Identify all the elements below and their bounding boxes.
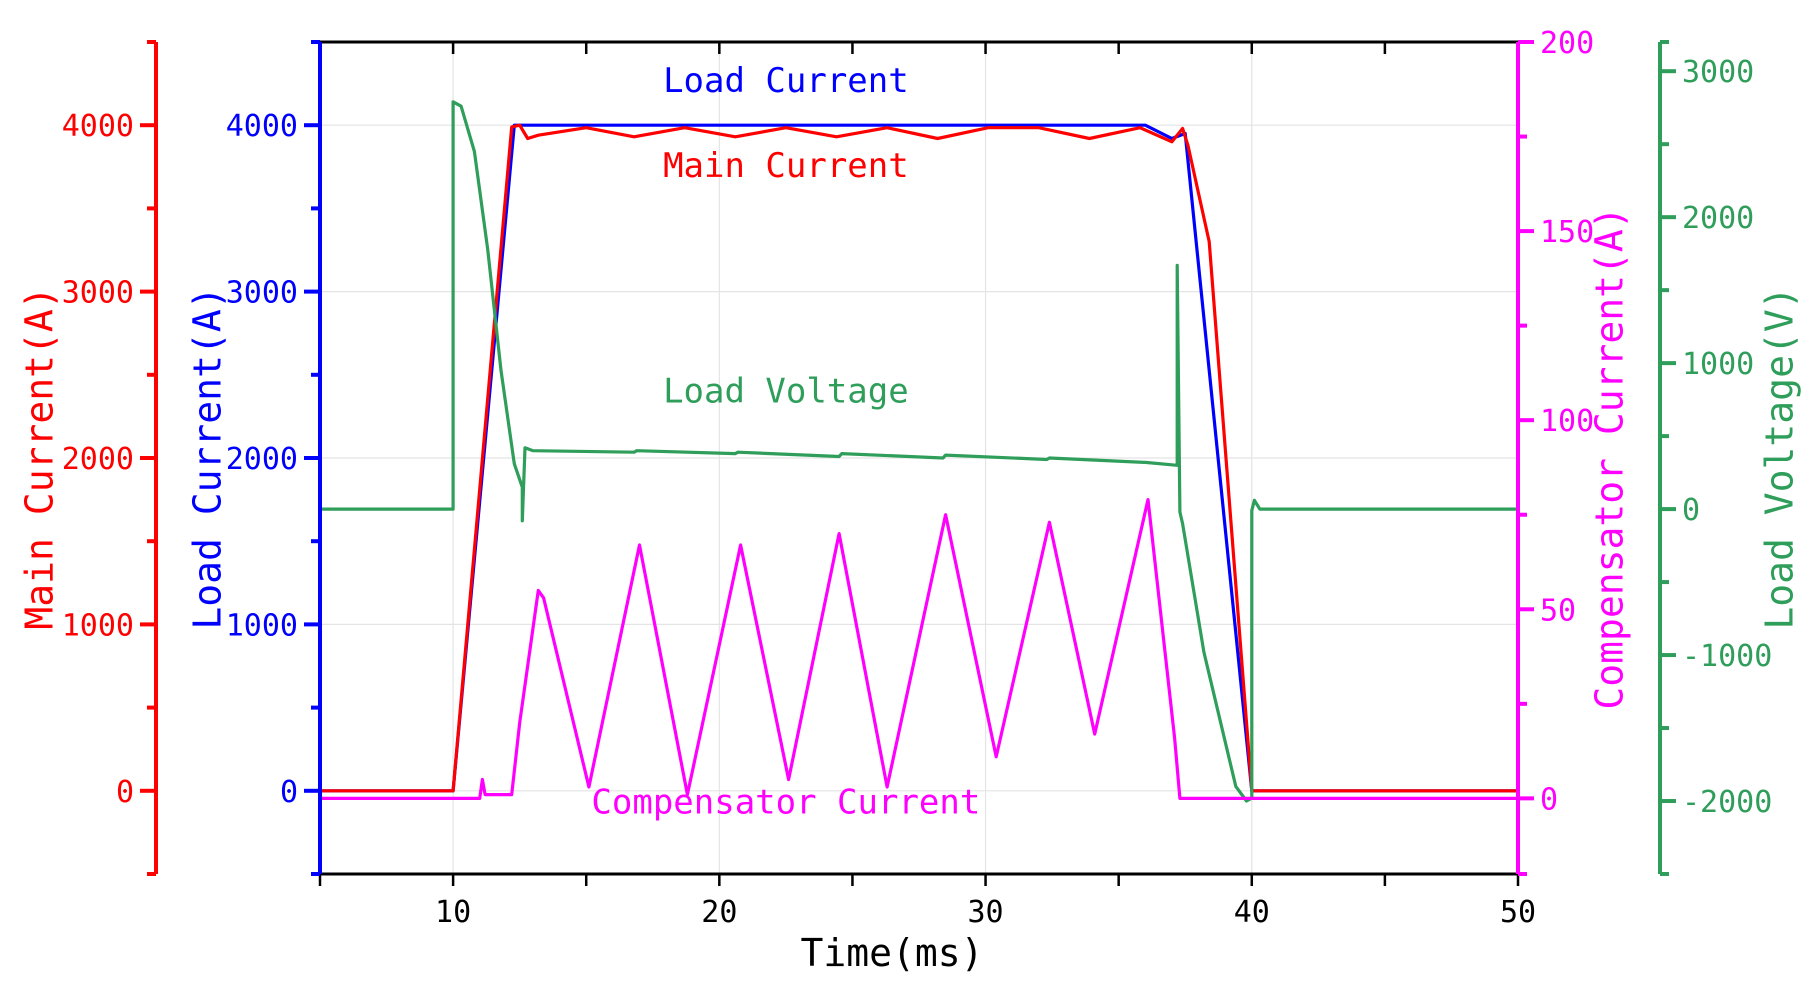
series-line-load-voltage (320, 100, 1518, 803)
y-tick-label-comp: 200 (1540, 26, 1594, 61)
y-tick-label-comp: 150 (1540, 215, 1594, 250)
y-tick-label-comp: 50 (1540, 593, 1576, 628)
y-axis-volt: -2000 -1000 0 1000 2000 3000 Load Voltage(V) (1658, 40, 1802, 876)
y-tick-label-volt: 0 (1682, 493, 1700, 528)
x-axis-label: Time(ms) (800, 931, 983, 975)
y-tick-label-main: 0 (116, 775, 134, 810)
y-axis-comp: 0 50 100 150 200 Compensator Current(A) (1516, 26, 1632, 876)
y-tick-label-load: 0 (280, 775, 298, 810)
x-tick-label: 50 (1500, 895, 1536, 930)
y-tick-label-main: 4000 (62, 109, 134, 144)
y-tick-label-load: 3000 (226, 276, 298, 311)
y-tick-label-volt: 1000 (1682, 347, 1754, 382)
x-tick-label: 40 (1234, 895, 1270, 930)
y-tick-label-volt: 2000 (1682, 201, 1754, 236)
y-tick-label-volt: -2000 (1682, 785, 1772, 820)
y-tick-label-main: 2000 (62, 442, 134, 477)
x-tick-label: 10 (435, 895, 471, 930)
y-tick-label-comp: 0 (1540, 782, 1558, 817)
y-tick-label-volt: 3000 (1682, 55, 1754, 90)
annotation-load-voltage: Load Voltage (663, 372, 909, 412)
y-tick-label-load: 1000 (226, 608, 298, 643)
annotations-group: Load Current Main Current Load Voltage Comp… (591, 61, 980, 823)
series-line-main-current (320, 123, 1518, 793)
y-tick-label-volt: -1000 (1682, 639, 1772, 674)
y-tick-label-main: 3000 (62, 276, 134, 311)
series-group (320, 100, 1518, 803)
annotation-load-current: Load Current (663, 61, 909, 101)
annotation-compensator-current: Compensator Current (591, 782, 980, 822)
x-tick-label: 20 (701, 895, 737, 930)
annotation-main-current: Main Current (663, 146, 909, 186)
series-line-compensator-current (320, 498, 1518, 801)
y-axis-main: 0 1000 2000 3000 4000 Main Current(A) (18, 40, 158, 876)
y-axis-load: 0 1000 2000 3000 4000 Load Current(A) (186, 40, 322, 876)
y-tick-label-load: 2000 (226, 442, 298, 477)
y-tick-label-load: 4000 (226, 109, 298, 144)
y-axis-label-main: Main Current(A) (18, 286, 62, 629)
y-tick-label-comp: 100 (1540, 404, 1594, 439)
x-tick-label: 30 (967, 895, 1003, 930)
y-axis-label-comp: Compensator Current(A) (1588, 206, 1632, 709)
plot-frame: 10 20 30 40 50 (318, 40, 1536, 930)
y-tick-label-main: 1000 (62, 608, 134, 643)
y-axis-label-load: Load Current(A) (186, 286, 230, 629)
y-axis-label-volt: Load Voltage(V) (1758, 286, 1802, 629)
